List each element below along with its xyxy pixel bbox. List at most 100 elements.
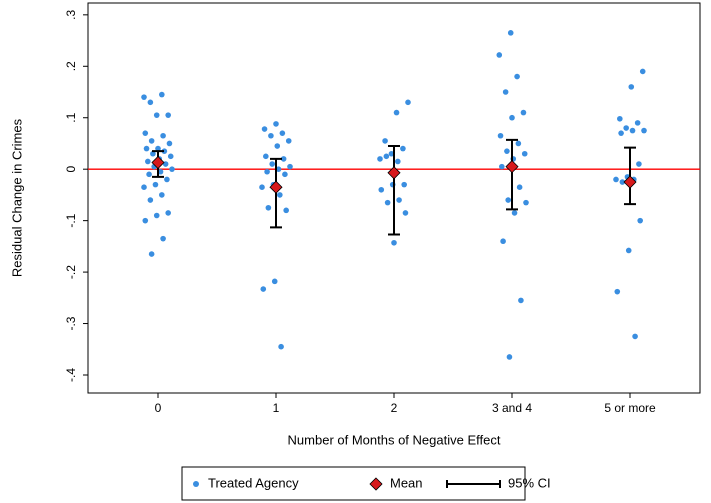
- y-tick-label: -.1: [64, 213, 78, 227]
- data-point: [155, 145, 161, 152]
- data-point: [405, 99, 411, 106]
- legend-label: Mean: [390, 475, 423, 490]
- data-point: [500, 238, 506, 245]
- y-tick-label: .2: [64, 61, 78, 71]
- data-point: [507, 30, 514, 36]
- data-point: [159, 91, 165, 98]
- mean-marker: [151, 155, 165, 170]
- data-point: [165, 210, 171, 216]
- data-point: [268, 132, 274, 139]
- data-point: [518, 297, 524, 304]
- legend-label: 95% CI: [508, 475, 551, 490]
- data-point: [142, 130, 149, 136]
- x-tick-label: 0: [155, 401, 162, 415]
- data-point: [377, 156, 383, 162]
- mean-marker: [505, 160, 519, 174]
- data-point: [499, 163, 505, 170]
- x-tick-label: 3 and 4: [492, 401, 532, 415]
- data-point: [145, 158, 151, 165]
- mean-marker: [623, 175, 637, 189]
- y-tick-label: .1: [64, 112, 78, 122]
- data-point: [157, 168, 164, 175]
- data-point: [165, 112, 171, 118]
- data-point: [152, 181, 159, 188]
- data-point: [265, 204, 272, 211]
- data-point: [383, 153, 390, 160]
- data-point: [636, 161, 642, 167]
- data-point: [378, 186, 385, 193]
- data-point: [628, 84, 635, 90]
- y-tick-label: 0: [64, 166, 78, 173]
- y-axis-title: Residual Change in Crimes: [9, 118, 24, 277]
- data-point: [153, 112, 160, 118]
- data-point: [278, 343, 284, 350]
- y-tick-label: .3: [64, 10, 78, 20]
- data-point: [164, 176, 170, 183]
- data-point: [504, 148, 510, 154]
- data-point: [279, 130, 286, 136]
- y-tick-label: -.3: [64, 316, 78, 330]
- data-point: [283, 207, 289, 214]
- data-point: [388, 150, 395, 157]
- data-point: [393, 109, 400, 116]
- data-point: [623, 125, 629, 131]
- data-point: [146, 171, 152, 178]
- data-point: [271, 278, 278, 285]
- data-point: [637, 217, 643, 224]
- data-point: [400, 145, 406, 152]
- data-point: [384, 199, 391, 206]
- data-point: [280, 156, 287, 162]
- data-point: [639, 68, 646, 75]
- x-tick-label: 2: [391, 401, 398, 415]
- data-point: [259, 184, 265, 190]
- data-point: [617, 115, 623, 122]
- data-point: [502, 89, 509, 95]
- y-tick-label: -.4: [64, 368, 78, 382]
- data-point: [401, 181, 407, 188]
- data-point: [277, 192, 283, 198]
- data-point: [516, 184, 523, 190]
- data-point: [142, 217, 149, 224]
- data-point: [391, 239, 397, 246]
- data-point: [141, 184, 147, 190]
- data-point: [160, 132, 166, 139]
- data-point: [285, 138, 292, 144]
- data-point: [150, 150, 156, 157]
- data-point: [520, 109, 527, 116]
- x-tick-label: 1: [273, 401, 280, 415]
- data-point: [269, 161, 275, 167]
- legend-symbol: [193, 481, 199, 487]
- data-point: [396, 197, 402, 203]
- data-point: [161, 148, 168, 154]
- data-point: [287, 163, 293, 170]
- data-point: [143, 145, 150, 152]
- data-point: [641, 127, 647, 134]
- data-point: [496, 52, 503, 58]
- x-axis-title: Number of Months of Negative Effect: [288, 432, 501, 447]
- data-point: [632, 333, 638, 340]
- data-point: [395, 158, 401, 165]
- x-tick-label: 5 or more: [604, 401, 656, 415]
- data-point: [511, 210, 518, 216]
- ci-bar: [506, 138, 518, 211]
- legend-symbol: [369, 477, 383, 491]
- data-point: [515, 140, 522, 147]
- data-point: [148, 251, 155, 257]
- mean-marker: [269, 180, 283, 194]
- data-point: [523, 199, 529, 206]
- data-point: [505, 197, 511, 203]
- data-point: [167, 153, 174, 160]
- data-point: [263, 153, 269, 160]
- data-point: [147, 197, 154, 203]
- legend-label: Treated Agency: [208, 475, 299, 490]
- data-point: [613, 176, 619, 183]
- data-point: [514, 73, 520, 80]
- data-point: [506, 354, 513, 360]
- data-point: [264, 168, 270, 175]
- data-point: [275, 166, 282, 172]
- data-point: [521, 150, 528, 157]
- data-point: [619, 179, 626, 185]
- data-point: [260, 286, 267, 292]
